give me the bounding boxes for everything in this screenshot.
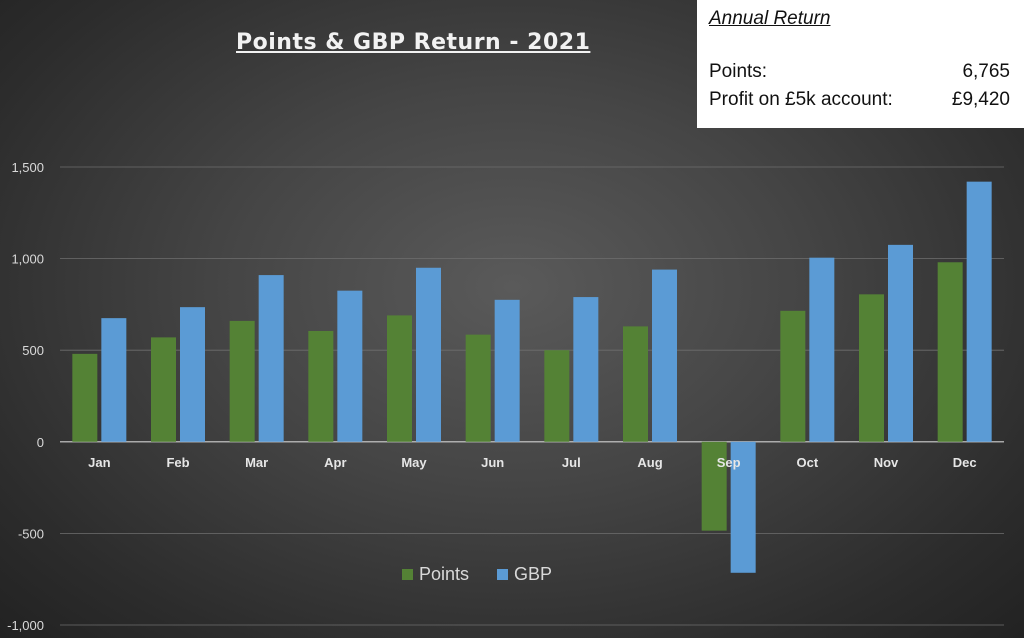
annual-return-heading: Annual Return: [709, 8, 831, 29]
bar-gbp-dec: [966, 181, 992, 442]
bar-points-dec: [937, 262, 963, 442]
y-tick-label: -500: [18, 526, 44, 541]
bar-gbp-jun: [494, 299, 520, 442]
x-tick-label-jul: Jul: [562, 455, 581, 470]
bar-gbp-mar: [258, 275, 284, 442]
bar-gbp-sep: [730, 441, 756, 573]
bar-points-apr: [308, 330, 334, 442]
x-tick-label-oct: Oct: [796, 455, 818, 470]
points-value: 6,765: [962, 61, 1010, 82]
y-tick-label: -1,000: [7, 618, 44, 633]
bar-points-nov: [859, 294, 884, 442]
bar-points-may: [387, 315, 412, 442]
x-tick-label-sep: Sep: [717, 455, 741, 470]
bar-gbp-apr: [337, 290, 363, 442]
legend-swatch-gbp: [497, 569, 509, 580]
bar-points-oct: [780, 310, 806, 442]
bar-gbp-feb: [180, 307, 205, 442]
bar-points-mar: [229, 320, 255, 442]
bar-gbp-oct: [809, 257, 835, 442]
bar-points-feb: [151, 337, 176, 442]
x-tick-label-mar: Mar: [245, 455, 268, 470]
x-tick-label-dec: Dec: [953, 455, 977, 470]
bar-gbp-jul: [573, 297, 599, 442]
bar-points-aug: [623, 326, 648, 442]
x-tick-label-aug: Aug: [637, 455, 662, 470]
legend-item-gbp: GBP: [497, 564, 552, 585]
x-tick-label-apr: Apr: [324, 455, 346, 470]
legend-label-gbp: GBP: [514, 564, 553, 584]
legend-item-points: Points: [402, 564, 469, 585]
legend-label-points: Points: [419, 564, 470, 584]
annual-return-box: Annual Return Points: 6,765 Profit on £5…: [697, 0, 1024, 128]
points-label: Points:: [709, 61, 768, 82]
x-tick-label-feb: Feb: [166, 455, 189, 470]
x-tick-label-nov: Nov: [874, 455, 899, 470]
bar-points-jan: [72, 353, 98, 442]
bar-points-sep: [701, 441, 727, 531]
legend-swatch-points: [402, 569, 413, 580]
x-tick-label-jan: Jan: [88, 455, 110, 470]
bar-gbp-may: [416, 267, 441, 442]
points-row: Points: 6,765: [709, 58, 1010, 86]
profit-value: £9,420: [951, 89, 1010, 110]
x-tick-label-jun: Jun: [481, 455, 504, 470]
bar-gbp-aug: [652, 269, 677, 442]
legend: Points GBP: [402, 564, 552, 585]
profit-row: Profit on £5k account: £9,420: [709, 86, 1010, 114]
y-tick-label: 0: [37, 435, 44, 450]
y-tick-label: 1,000: [11, 252, 44, 267]
bar-points-jul: [544, 350, 570, 442]
y-tick-label: 1,500: [11, 160, 44, 175]
y-tick-label: 500: [22, 343, 44, 358]
bar-gbp-nov: [888, 244, 913, 442]
bar-gbp-jan: [101, 318, 127, 442]
profit-label: Profit on £5k account:: [709, 89, 893, 110]
bar-points-jun: [465, 334, 491, 442]
x-tick-label-may: May: [401, 455, 427, 470]
chart-title: Points & GBP Return - 2021: [236, 30, 591, 55]
